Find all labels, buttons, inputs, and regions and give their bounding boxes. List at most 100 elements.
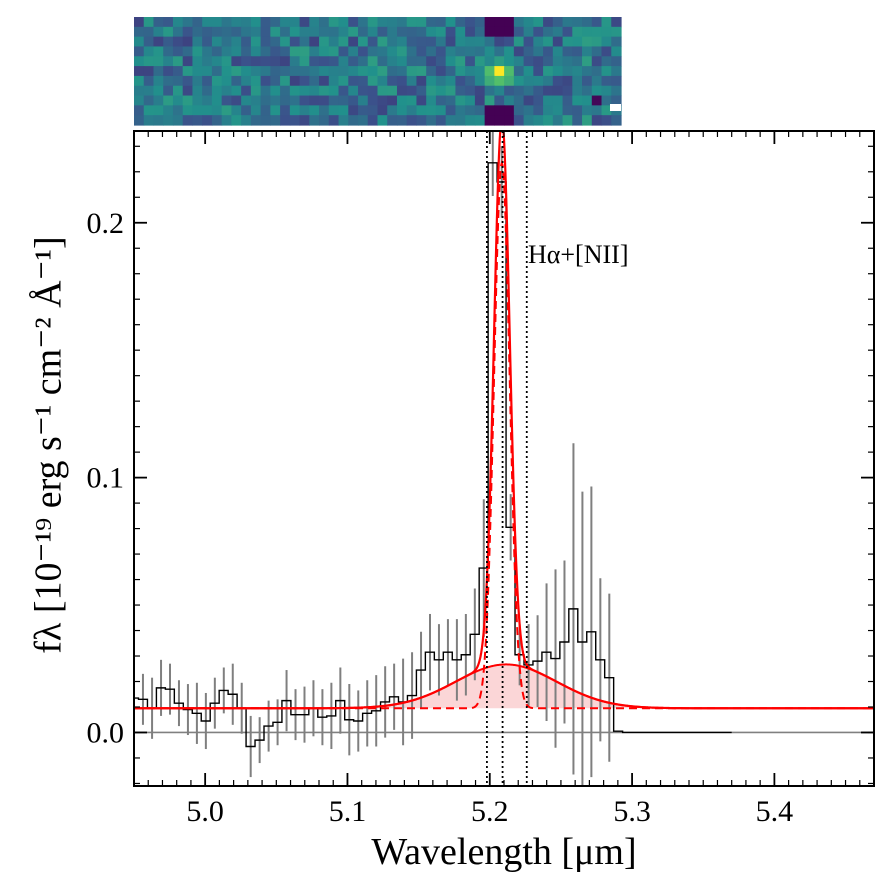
cutout-pixel [221, 115, 232, 126]
cutout-pixel [309, 66, 320, 77]
cutout-pixel [582, 26, 593, 38]
cutout-pixel [280, 95, 291, 106]
cutout-pixel [396, 75, 408, 87]
cutout-pixel [299, 56, 310, 67]
cutout-pixel [231, 75, 242, 87]
cutout-pixel [309, 26, 320, 38]
cutout-pixel [610, 104, 621, 111]
cutout-pixel [396, 66, 408, 77]
cutout-pixel [319, 17, 330, 28]
cutout-pixel [270, 85, 281, 97]
cutout-pixel [552, 105, 564, 116]
cutout-pixel [494, 17, 505, 28]
cutout-pixel [143, 46, 155, 57]
cutout-pixel [562, 56, 573, 67]
cutout-pixel [202, 85, 213, 97]
cutout-pixel [358, 85, 369, 97]
cutout-pixel [533, 105, 544, 116]
cutout-pixel [309, 105, 320, 116]
cutout-pixel [153, 115, 164, 126]
cutout-pixel [455, 75, 466, 87]
cutout-pixel [435, 115, 447, 126]
cutout-pixel [484, 36, 495, 48]
cutout-pixel [260, 26, 271, 38]
cutout-pixel [299, 95, 310, 106]
cutout-pixel [562, 66, 573, 77]
cutout-pixel [202, 26, 213, 38]
cutout-pixel [134, 95, 145, 106]
cutout-pixel [572, 75, 583, 87]
cutout-pixel [358, 17, 369, 28]
cutout-pixel [358, 105, 369, 116]
cutout-pixel [163, 36, 174, 48]
cutout-pixel [572, 105, 583, 116]
cutout-pixel [572, 56, 583, 67]
cutout-pixel [163, 85, 174, 97]
cutout-pixel [406, 115, 418, 126]
cutout-pixel [221, 46, 232, 57]
cutout-pixel [601, 75, 612, 87]
broad-component-fill [134, 664, 874, 709]
cutout-pixel [241, 36, 252, 48]
cutout-pixel [377, 46, 388, 57]
cutout-pixel [387, 75, 398, 87]
cutout-pixel [299, 17, 310, 28]
cutout-pixel [250, 95, 262, 106]
cutout-pixel [231, 85, 242, 97]
cutout-pixel [260, 75, 271, 87]
cutout-pixel [192, 36, 203, 48]
cutout-pixel [572, 85, 583, 97]
cutout-pixel [134, 56, 145, 67]
cutout-pixel [260, 66, 271, 77]
cutout-pixel [494, 95, 505, 106]
cutout-pixel [241, 95, 252, 106]
cutout-pixel [611, 75, 622, 87]
cutout-pixel [143, 105, 155, 116]
cutout-pixel [250, 75, 262, 87]
cutout-pixel [143, 85, 155, 97]
cutout-pixel [533, 75, 544, 87]
cutout-pixel [280, 115, 291, 126]
cutout-pixel [513, 95, 525, 106]
cutout-pixel [143, 56, 155, 67]
cutout-pixel [523, 115, 534, 126]
cutout-pixel [270, 75, 281, 87]
y-tick-label: 0.0 [87, 716, 125, 749]
cutout-pixel [416, 85, 427, 97]
cutout-pixel [416, 17, 427, 28]
cutout-pixel [552, 66, 564, 77]
cutout-pixel [435, 75, 447, 87]
cutout-pixel [231, 26, 242, 38]
cutout-pixel [377, 66, 388, 77]
cutout-pixel [396, 95, 408, 106]
cutout-pixel [406, 66, 418, 77]
cutout-pixel [172, 66, 184, 77]
cutout-pixel [484, 56, 495, 67]
cutout-pixel [416, 56, 427, 67]
cutout-pixel [182, 75, 194, 87]
cutout-pixel [435, 56, 447, 67]
cutout-pixel [582, 56, 593, 67]
cutout-pixel [134, 66, 145, 77]
cutout-pixel [153, 75, 164, 87]
cutout-pixel [328, 56, 340, 67]
cutout-pixel [377, 56, 388, 67]
cutout-pixel [484, 17, 495, 28]
cutout-pixel [396, 26, 408, 38]
cutout-pixel [484, 85, 495, 97]
cutout-pixel [455, 36, 466, 48]
cutout-pixel [601, 17, 612, 28]
cutout-pixel [172, 36, 184, 48]
cutout-pixel [299, 26, 310, 38]
cutout-pixel [504, 36, 515, 48]
cutout-pixel [523, 46, 534, 57]
cutout-pixel [572, 66, 583, 77]
cutout-pixel [319, 26, 330, 38]
cutout-pixel [377, 75, 388, 87]
cutout-pixel [435, 105, 447, 116]
cutout-pixel [543, 105, 554, 116]
cutout-pixel [474, 95, 486, 106]
x-tick-label: 5.2 [471, 795, 509, 828]
cutout-pixel [543, 17, 554, 28]
cutout-pixel [367, 85, 379, 97]
